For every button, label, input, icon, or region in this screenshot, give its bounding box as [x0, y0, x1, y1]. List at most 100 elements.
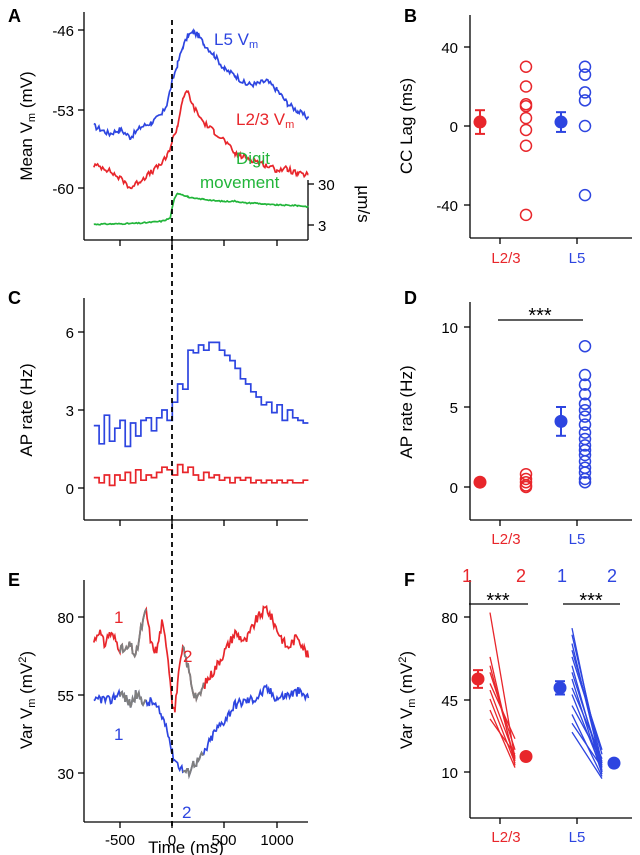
panel-b-ytick: -40	[436, 198, 458, 215]
panel-a-right-axis-label: µm/s	[354, 185, 373, 222]
panel-d-label: D	[404, 288, 417, 308]
panel-c-ytick: 6	[66, 325, 74, 342]
panel-b-point-L23	[519, 123, 533, 137]
panel-d-ytick: 10	[441, 320, 458, 337]
panel-b-marks	[473, 60, 592, 222]
panel-f-red-epoch-2: 2	[516, 566, 526, 586]
panel-f-mean-L23-1	[471, 672, 485, 686]
panel-f-pair-line-L5	[571, 656, 603, 751]
panel-b-ylabel: CC Lag (ms)	[397, 78, 416, 174]
panel-e-ylabel: Var Vm (mV2)	[17, 651, 38, 749]
panel-e-blue-epoch-1: 1	[114, 725, 123, 744]
panel-f-pair-line-L23	[489, 612, 516, 759]
panel-f-significance-left: ***	[486, 590, 510, 612]
panel-b-point-L23	[519, 208, 533, 222]
panel-f-pair-line-L5	[571, 687, 603, 759]
panel-d-point-L5	[578, 387, 592, 401]
panel-d-point-L5	[578, 418, 592, 431]
panel-d-point-L23	[519, 472, 533, 486]
panel-f-red-epoch-1: 1	[462, 566, 472, 586]
panel-f-mean-L23-2	[519, 750, 533, 763]
panel-c-ytick: 0	[66, 481, 74, 498]
panel-f-mean-L5-2	[607, 756, 621, 770]
panel-b-label: B	[404, 6, 417, 26]
panel-e-axes	[78, 580, 308, 828]
panel-d-point-L5	[578, 448, 592, 462]
panel-b-point-L5	[578, 188, 592, 202]
panel-d-ylabel: AP rate (Hz)	[397, 365, 416, 458]
panel-b-point-L23	[519, 100, 533, 113]
panel-f-axes	[464, 580, 632, 824]
panel-a-l23-label: L2/3 Vm	[236, 110, 294, 131]
panel-b-xtick-l23: L2/3	[491, 250, 520, 267]
panel-c-traces	[93, 341, 309, 487]
panel-f-blue-epoch-1: 1	[557, 566, 567, 586]
panel-a-ytick: -53	[52, 103, 74, 120]
panel-d-point-L5	[578, 410, 592, 423]
panel-b-mean-L5	[554, 115, 568, 129]
panel-e-xlabel: Time (ms)	[148, 838, 224, 855]
panel-d-marks	[473, 339, 592, 494]
panel-d-point-L5	[578, 397, 592, 411]
panel-f-pair-line-L23	[489, 689, 516, 757]
panel-f-ytick: 10	[441, 765, 458, 782]
panel-e-xtick: 0	[168, 832, 176, 849]
panel-d-point-L5	[578, 339, 592, 353]
panel-e-blue-epoch-2: 2	[182, 803, 191, 822]
panel-d-ytick: 5	[450, 400, 458, 417]
panel-e-red-epoch-1: 1	[114, 608, 123, 627]
panel-e-xtick: -500	[105, 832, 135, 849]
panel-e-gray-epoch-L23-1	[119, 608, 148, 659]
panel-e-label: E	[8, 570, 20, 590]
panel-d-point-L23	[519, 480, 533, 494]
panel-b-point-L5	[578, 60, 592, 73]
panel-e-gray-epoch-L5-2	[182, 750, 204, 780]
panel-f-xtick-l23: L2/3	[491, 829, 520, 846]
panel-b-point-L5	[578, 86, 592, 99]
panel-b-point-L23	[519, 60, 533, 73]
panel-a-l23-trace	[93, 90, 309, 190]
panel-d-xtick-l5: L5	[569, 531, 586, 548]
panel-f-pair-line-L23	[489, 683, 516, 740]
panel-a-digit-label-line2: movement	[200, 173, 280, 192]
panel-e-traces	[92, 604, 310, 780]
panel-d-point-L5	[578, 475, 592, 489]
panel-f-pair-line-L23	[489, 718, 516, 755]
panel-e-ytick: 30	[57, 766, 74, 783]
panel-f-ylabel: Var Vm (mV2)	[397, 651, 418, 749]
panel-f-label: F	[404, 570, 415, 590]
panel-a-right-tick: 30	[318, 177, 335, 194]
panel-b-point-L23	[519, 80, 533, 93]
panel-b-axes	[464, 15, 632, 244]
panel-b-point-L23	[519, 139, 533, 152]
panel-b-ytick: 0	[450, 119, 458, 136]
panel-e-gray-epoch-L5-1	[119, 689, 147, 708]
panel-c-axes	[78, 298, 308, 526]
panel-d-ytick: 0	[450, 480, 458, 497]
panel-c-ylabel: AP rate (Hz)	[17, 363, 36, 456]
panel-c-label: C	[8, 288, 21, 308]
panel-d-significance: ***	[528, 305, 552, 327]
panel-e-xtick: 500	[211, 832, 236, 849]
panel-d-point-L5	[578, 403, 592, 417]
panel-f-pair-line-L5	[571, 672, 603, 766]
panel-d-point-L5	[578, 472, 592, 486]
panel-d-point-L5	[578, 432, 592, 446]
panel-d-xtick-l23: L2/3	[491, 531, 520, 548]
panel-b-point-L5	[578, 119, 592, 133]
panel-d-point-L5	[578, 466, 592, 479]
panel-a-digit-label-line1: Digit	[236, 149, 270, 168]
panel-c-l5-trace	[93, 341, 309, 448]
panel-f-xtick-l5: L5	[569, 829, 586, 846]
panel-a-label: A	[8, 6, 21, 26]
panel-e-ytick: 80	[57, 610, 74, 627]
panel-f-marks	[471, 612, 621, 779]
panel-f-significance-right: ***	[579, 590, 603, 612]
panel-a-l5-label: L5 Vm	[214, 30, 258, 51]
panel-d-point-L5	[578, 426, 592, 439]
panel-c-ytick: 3	[66, 403, 74, 420]
panel-f-blue-epoch-2: 2	[607, 566, 617, 586]
panel-b-mean-L23	[473, 115, 487, 129]
panel-e-gray-epoch-L23-2	[182, 645, 205, 703]
